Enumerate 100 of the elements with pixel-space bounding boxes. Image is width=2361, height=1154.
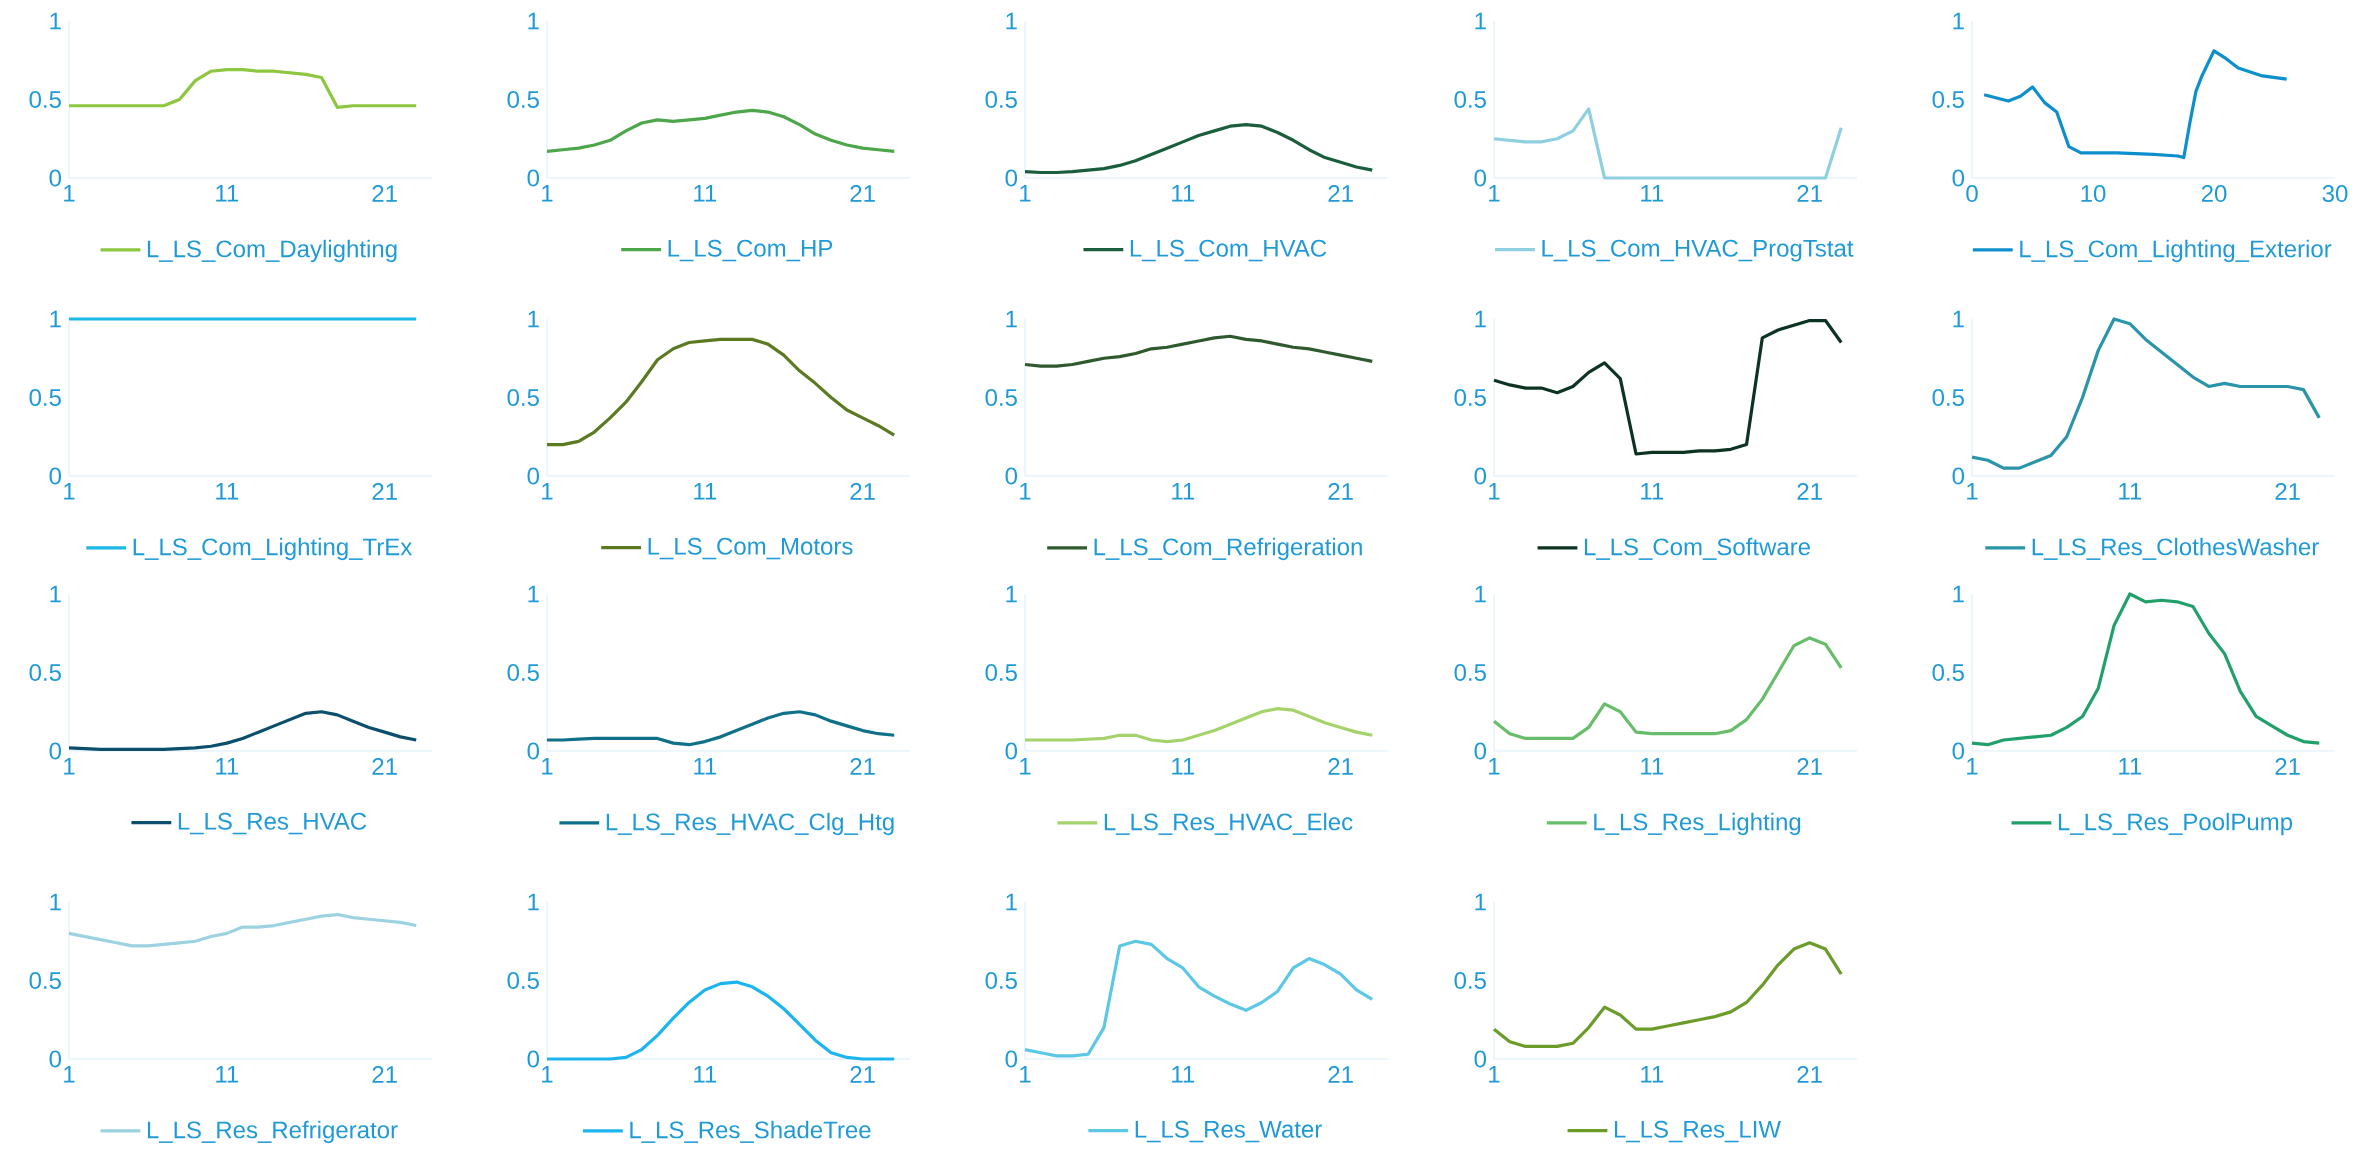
y-tick-label: 1 bbox=[1475, 893, 1486, 911]
line-series bbox=[1023, 123, 1374, 175]
legend-label: L_LS_Res_Lighting bbox=[1594, 812, 1801, 836]
x-tick-label: 21 bbox=[1797, 483, 1822, 500]
x-tick-label: 11 bbox=[1641, 185, 1664, 202]
x-tick-label: 11 bbox=[216, 483, 239, 500]
x-tick-label: 1 bbox=[64, 1066, 75, 1083]
x-tick-label: 11 bbox=[1641, 483, 1664, 500]
legend-label: L_LS_Com_Lighting_TrEx bbox=[133, 537, 413, 561]
x-tick-label: 21 bbox=[850, 1066, 875, 1083]
legend-label: L_LS_Res_LIW bbox=[1614, 1120, 1781, 1143]
y-tick-label: 0.5 bbox=[507, 972, 539, 989]
x-tick-label: 21 bbox=[1328, 185, 1353, 202]
x-tick-label: 21 bbox=[2275, 758, 2300, 775]
y-tick-label: 0.5 bbox=[985, 90, 1017, 108]
x-tick-label: 1 bbox=[1967, 483, 1978, 500]
x-tick-label: 1 bbox=[542, 185, 553, 202]
x-tick-label: 20 bbox=[2201, 185, 2227, 203]
x-tick-label: 11 bbox=[694, 758, 717, 775]
y-tick-label: 1 bbox=[1006, 893, 1017, 911]
y-tick-label: 0 bbox=[1474, 467, 1487, 485]
x-tick-label: 21 bbox=[372, 483, 397, 500]
x-tick-label: 11 bbox=[2119, 758, 2142, 775]
y-tick-label: 0 bbox=[527, 169, 540, 187]
y-tick-label: 1 bbox=[50, 585, 61, 603]
y-tick-label: 0 bbox=[1952, 742, 1965, 760]
legend-label: L_LS_Res_Refrigerator bbox=[147, 1120, 398, 1144]
line-series bbox=[545, 108, 896, 153]
legend-label: L_LS_Com_HVAC_ProgTstat bbox=[1542, 239, 1854, 262]
x-tick-label: 11 bbox=[216, 1066, 239, 1083]
x-tick-label: 1 bbox=[1020, 483, 1031, 500]
legend-label: L_LS_Res_Water bbox=[1135, 1120, 1322, 1143]
y-tick-label: 0.5 bbox=[29, 972, 61, 989]
x-tick-label: 11 bbox=[2119, 483, 2142, 500]
x-tick-label: 1 bbox=[64, 758, 75, 775]
legend-label: L_LS_Com_Software bbox=[1584, 537, 1810, 560]
x-tick-label: 11 bbox=[1172, 483, 1195, 500]
y-tick-label: 0 bbox=[1952, 169, 1965, 187]
x-tick-label: 11 bbox=[694, 185, 717, 202]
x-tick-label: 21 bbox=[372, 185, 397, 202]
x-tick-label: 21 bbox=[372, 758, 397, 775]
y-tick-label: 0.5 bbox=[29, 90, 61, 108]
x-tick-label: 10 bbox=[2081, 185, 2106, 203]
y-tick-label: 0.5 bbox=[507, 90, 539, 108]
y-tick-label: 1 bbox=[528, 12, 539, 30]
legend-label: L_LS_Res_ClothesWasher bbox=[2032, 537, 2319, 560]
x-tick-label: 21 bbox=[2275, 483, 2300, 500]
y-tick-label: 0.5 bbox=[1454, 90, 1486, 108]
x-tick-label: 11 bbox=[694, 1066, 717, 1083]
y-tick-label: 0.5 bbox=[985, 663, 1017, 681]
y-tick-label: 0.5 bbox=[985, 388, 1017, 406]
y-tick-label: 0.5 bbox=[1454, 663, 1486, 681]
y-tick-label: 1 bbox=[1006, 585, 1017, 603]
x-tick-label: 21 bbox=[1328, 758, 1353, 775]
y-tick-label: 0 bbox=[49, 169, 62, 187]
x-tick-label: 11 bbox=[1172, 185, 1195, 202]
legend-label: L_LS_Res_ShadeTree bbox=[630, 1120, 871, 1143]
y-tick-label: 1 bbox=[528, 585, 539, 603]
line-series bbox=[1970, 592, 2321, 747]
y-tick-label: 0 bbox=[1474, 742, 1487, 760]
y-tick-label: 0.5 bbox=[1932, 663, 1964, 681]
x-tick-label: 1 bbox=[542, 1066, 553, 1083]
x-tick-label: 1 bbox=[64, 483, 75, 500]
x-tick-label: 1 bbox=[1489, 1066, 1500, 1083]
y-tick-label: 1 bbox=[1475, 12, 1486, 30]
x-tick-label: 1 bbox=[1020, 1066, 1031, 1083]
y-tick-label: 0.5 bbox=[29, 388, 61, 406]
y-tick-label: 1 bbox=[528, 893, 539, 911]
x-tick-label: 1 bbox=[64, 185, 75, 202]
x-tick-label: 21 bbox=[850, 483, 875, 500]
y-tick-label: 0.5 bbox=[985, 972, 1017, 989]
y-tick-label: 0.5 bbox=[507, 663, 539, 681]
x-tick-label: 0 bbox=[1966, 185, 1978, 203]
legend-label: L_LS_Com_HVAC bbox=[1130, 239, 1327, 262]
y-tick-label: 1 bbox=[1953, 12, 1964, 30]
line-series bbox=[1023, 334, 1374, 368]
x-tick-label: 1 bbox=[1489, 483, 1500, 500]
legend-label: L_LS_Com_Motors bbox=[648, 537, 853, 560]
x-tick-label: 21 bbox=[850, 758, 875, 775]
legend-label: L_LS_Com_Lighting_Exterior bbox=[2020, 239, 2332, 263]
y-tick-label: 0 bbox=[527, 742, 540, 760]
y-tick-label: 1 bbox=[1006, 12, 1017, 30]
x-tick-label: 21 bbox=[1328, 483, 1353, 500]
y-tick-label: 0 bbox=[49, 1050, 62, 1068]
y-tick-label: 0 bbox=[1005, 1050, 1018, 1068]
y-tick-label: 1 bbox=[1953, 585, 1964, 603]
y-tick-label: 0.5 bbox=[1454, 972, 1486, 989]
x-tick-label: 11 bbox=[1641, 1066, 1664, 1083]
y-tick-label: 0 bbox=[49, 742, 62, 760]
y-tick-label: 0 bbox=[1005, 467, 1018, 485]
x-tick-label: 1 bbox=[1967, 758, 1978, 775]
x-tick-label: 30 bbox=[2322, 185, 2348, 203]
y-tick-label: 0.5 bbox=[1932, 90, 1964, 108]
y-tick-label: 0 bbox=[1005, 742, 1018, 760]
y-tick-label: 0 bbox=[1474, 169, 1487, 187]
x-tick-label: 21 bbox=[1797, 185, 1822, 202]
x-tick-label: 1 bbox=[1020, 758, 1031, 775]
y-tick-label: 1 bbox=[50, 893, 61, 911]
x-tick-label: 1 bbox=[542, 758, 553, 775]
legend-label: L_LS_Res_PoolPump bbox=[2058, 812, 2293, 836]
